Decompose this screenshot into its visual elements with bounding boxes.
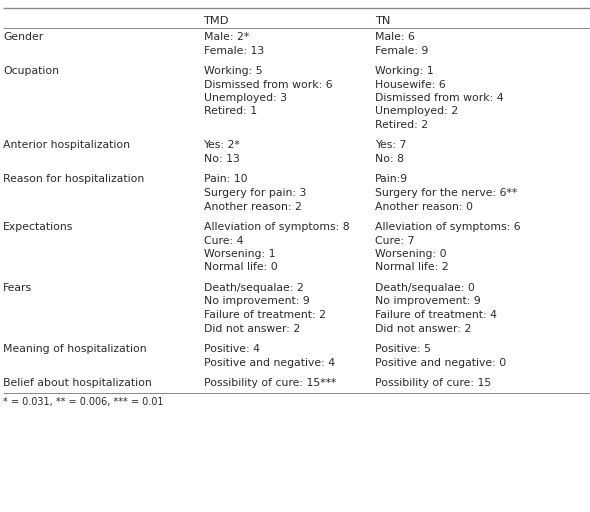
Text: Normal life: 0: Normal life: 0 — [204, 263, 277, 272]
Text: Expectations: Expectations — [3, 222, 73, 232]
Text: Working: 5: Working: 5 — [204, 66, 262, 76]
Text: Positive and negative: 0: Positive and negative: 0 — [375, 357, 506, 368]
Text: Another reason: 2: Another reason: 2 — [204, 202, 301, 211]
Text: Housewife: 6: Housewife: 6 — [375, 79, 445, 90]
Text: TN: TN — [375, 16, 390, 26]
Text: Ocupation: Ocupation — [3, 66, 59, 76]
Text: Normal life: 2: Normal life: 2 — [375, 263, 448, 272]
Text: No improvement: 9: No improvement: 9 — [204, 296, 309, 307]
Text: Cure: 7: Cure: 7 — [375, 236, 414, 245]
Text: Worsening: 1: Worsening: 1 — [204, 249, 275, 259]
Text: Positive: 4: Positive: 4 — [204, 344, 260, 354]
Text: Anterior hospitalization: Anterior hospitalization — [3, 140, 130, 151]
Text: No: 8: No: 8 — [375, 154, 404, 164]
Text: Retired: 1: Retired: 1 — [204, 106, 257, 117]
Text: Yes: 7: Yes: 7 — [375, 140, 406, 151]
Text: Positive: 5: Positive: 5 — [375, 344, 431, 354]
Text: Meaning of hospitalization: Meaning of hospitalization — [3, 344, 146, 354]
Text: Worsening: 0: Worsening: 0 — [375, 249, 446, 259]
Text: Gender: Gender — [3, 32, 43, 42]
Text: Yes: 2*: Yes: 2* — [204, 140, 240, 151]
Text: Surgery for pain: 3: Surgery for pain: 3 — [204, 188, 306, 198]
Text: Retired: 2: Retired: 2 — [375, 120, 428, 130]
Text: Did not answer: 2: Did not answer: 2 — [375, 324, 471, 333]
Text: Female: 13: Female: 13 — [204, 46, 264, 55]
Text: Reason for hospitalization: Reason for hospitalization — [3, 175, 144, 184]
Text: Belief about hospitalization: Belief about hospitalization — [3, 378, 152, 388]
Text: Death/sequalae: 0: Death/sequalae: 0 — [375, 283, 474, 293]
Text: Pain:9: Pain:9 — [375, 175, 408, 184]
Text: No: 13: No: 13 — [204, 154, 240, 164]
Text: Cure: 4: Cure: 4 — [204, 236, 243, 245]
Text: Alleviation of symptoms: 6: Alleviation of symptoms: 6 — [375, 222, 520, 232]
Text: Working: 1: Working: 1 — [375, 66, 433, 76]
Text: Did not answer: 2: Did not answer: 2 — [204, 324, 300, 333]
Text: * = 0.031, ** = 0.006, *** = 0.01: * = 0.031, ** = 0.006, *** = 0.01 — [3, 396, 163, 407]
Text: Unemployed: 2: Unemployed: 2 — [375, 106, 458, 117]
Text: No improvement: 9: No improvement: 9 — [375, 296, 480, 307]
Text: Failure of treatment: 2: Failure of treatment: 2 — [204, 310, 326, 320]
Text: Unemployed: 3: Unemployed: 3 — [204, 93, 287, 103]
Text: Male: 6: Male: 6 — [375, 32, 415, 42]
Text: Dismissed from work: 6: Dismissed from work: 6 — [204, 79, 332, 90]
Text: Fears: Fears — [3, 283, 32, 293]
Text: Pain: 10: Pain: 10 — [204, 175, 247, 184]
Text: Dismissed from work: 4: Dismissed from work: 4 — [375, 93, 503, 103]
Text: Failure of treatment: 4: Failure of treatment: 4 — [375, 310, 497, 320]
Text: Possibility of cure: 15: Possibility of cure: 15 — [375, 378, 491, 388]
Text: TMD: TMD — [204, 16, 229, 26]
Text: Female: 9: Female: 9 — [375, 46, 428, 55]
Text: Positive and negative: 4: Positive and negative: 4 — [204, 357, 335, 368]
Text: Alleviation of symptoms: 8: Alleviation of symptoms: 8 — [204, 222, 349, 232]
Text: Another reason: 0: Another reason: 0 — [375, 202, 473, 211]
Text: Death/sequalae: 2: Death/sequalae: 2 — [204, 283, 303, 293]
Text: Possibility of cure: 15***: Possibility of cure: 15*** — [204, 378, 336, 388]
Text: Surgery for the nerve: 6**: Surgery for the nerve: 6** — [375, 188, 517, 198]
Text: Male: 2*: Male: 2* — [204, 32, 249, 42]
